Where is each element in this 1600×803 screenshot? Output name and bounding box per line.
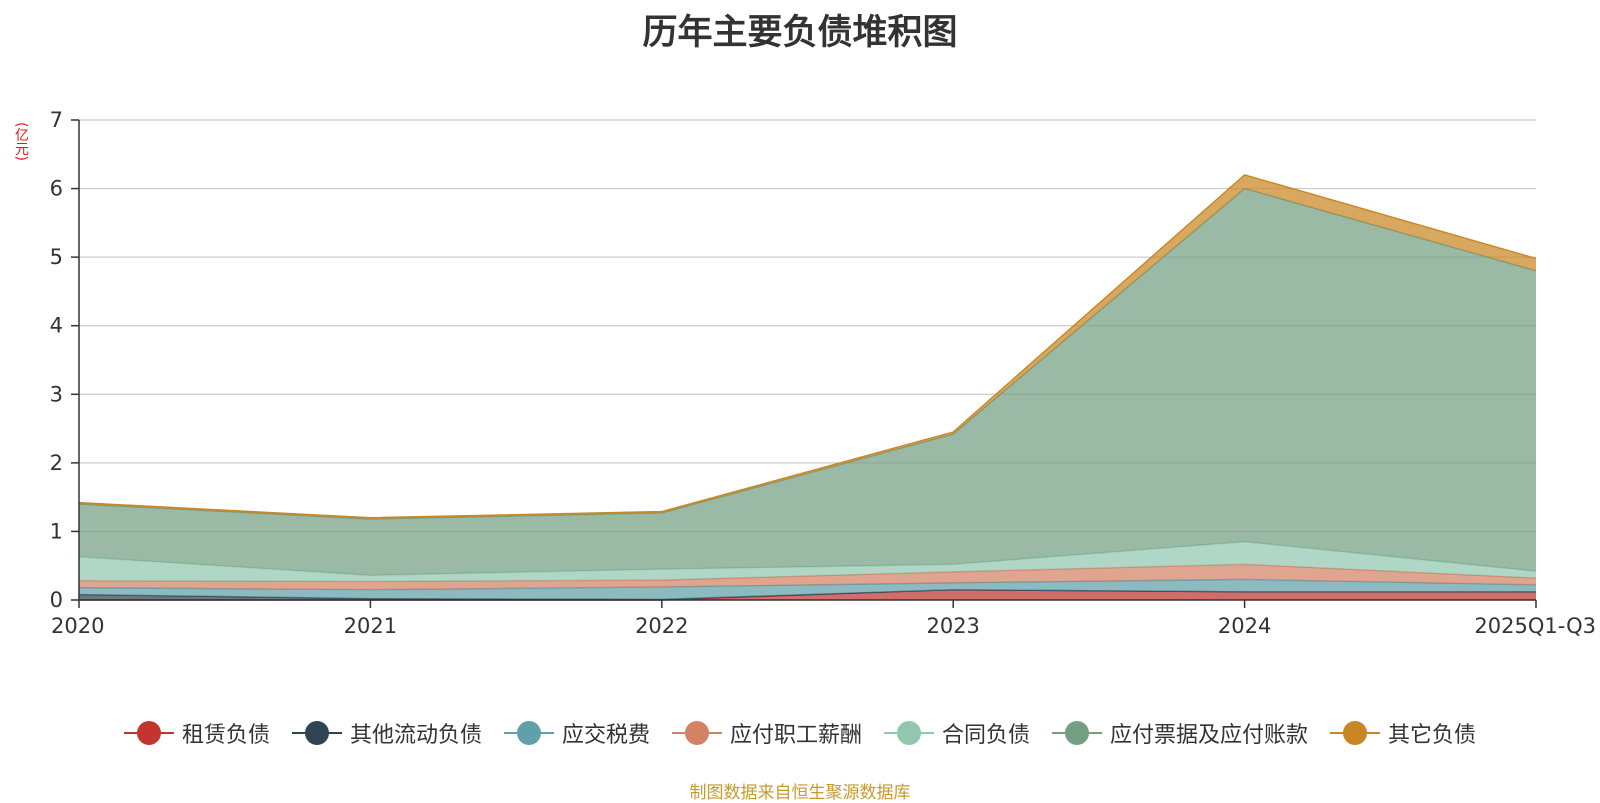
legend-label: 应付票据及应付账款 [1110,723,1309,748]
y-tick-label: 3 [50,382,63,406]
legend-item[interactable]: 应付职工薪酬 [671,717,862,749]
y-tick-label: 6 [50,177,63,201]
stacked-areas [78,174,1537,601]
y-tick-label: 1 [50,519,63,543]
legend-item[interactable]: 合同负债 [884,717,1030,749]
legend-label: 合同负债 [942,723,1031,748]
x-tick-label: 2021 [344,614,397,638]
legend-item[interactable]: 应交税费 [503,717,650,749]
legend-label: 应交税费 [561,723,650,748]
legend-marker-icon [1330,720,1381,746]
area-series-2 [79,579,1536,600]
y-tick-label: 5 [50,245,63,269]
area-series-3 [79,564,1536,590]
legend-marker-icon [1052,720,1103,746]
area-series-1 [79,589,1536,600]
x-tick-label: 2023 [926,614,979,638]
legend-item[interactable]: 其它负债 [1330,717,1476,749]
legend: 租赁负债 其他流动负债 应交税费 应付职工薪酬 合同负债 应付票据及应付账款 其它负债 [0,717,1600,749]
legend-item[interactable]: 应付票据及应付账款 [1052,717,1308,749]
legend-label: 其它负债 [1388,723,1477,748]
legend-label: 应付职工薪酬 [729,723,862,748]
series-line-6 [78,174,1537,519]
y-axis-unit-label: (亿元) [13,122,29,161]
area-series-4 [79,541,1536,582]
source-note: 制图数据来自恒生聚源数据库 [689,783,911,803]
legend-marker-icon [291,720,342,746]
x-tick-label: 2025Q1-Q3 [1474,614,1596,638]
x-tick-label: 2024 [1218,614,1271,638]
legend-marker-icon [503,720,554,746]
area-series-5 [79,188,1536,576]
chart-title: 历年主要负债堆积图 [642,13,958,53]
x-tick-label: 2022 [635,614,688,638]
legend-marker-icon [884,720,934,746]
legend-label: 租赁负债 [181,723,270,748]
y-tick-label: 7 [50,108,63,132]
legend-item[interactable]: 租赁负债 [123,717,270,749]
y-tick-label: 4 [50,314,63,338]
legend-label: 其他流动负债 [349,723,482,748]
y-tick-label: 2 [50,451,63,475]
legend-item[interactable]: 其他流动负债 [291,717,482,749]
legend-marker-icon [123,720,174,746]
legend-marker-icon [671,720,722,746]
y-tick-label: 0 [50,588,63,612]
series-line-2 [78,578,1537,591]
axes: 0 1 2 3 4 5 6 7 2020 2021 2022 2023 2024 2025Q1-Q3 [50,108,1596,638]
x-tick-label: 2020 [51,614,104,638]
